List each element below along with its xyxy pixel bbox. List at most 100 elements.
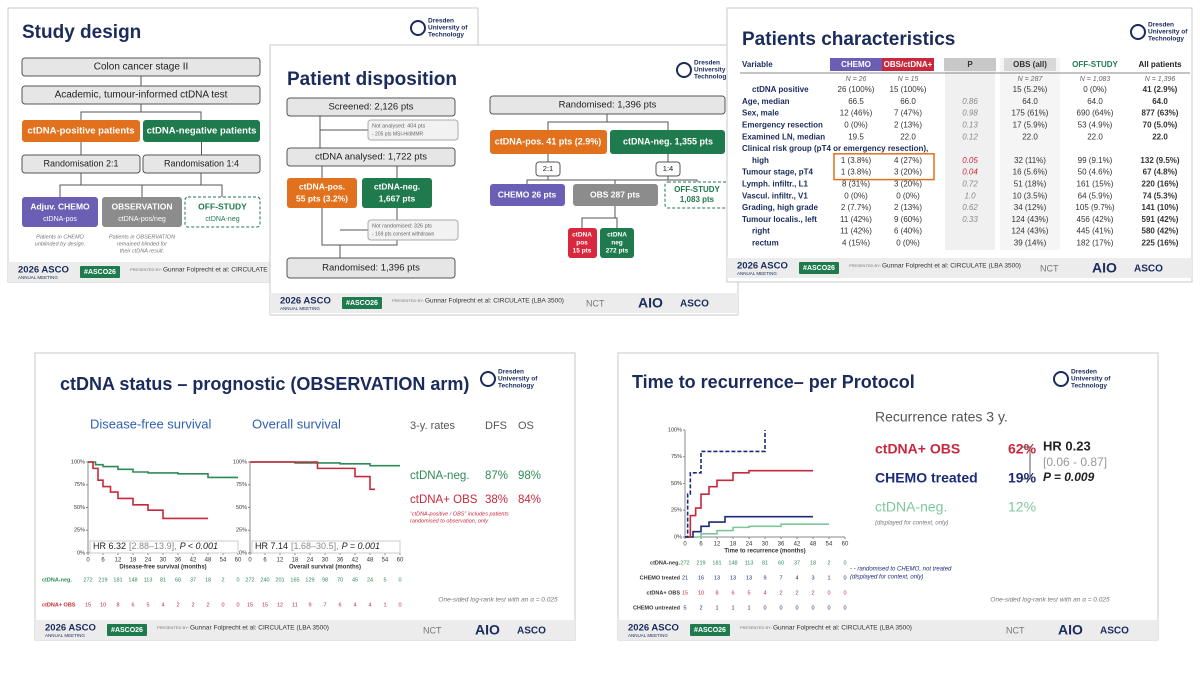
column-header-bg <box>830 58 882 71</box>
logo-text: Dresden <box>1148 22 1174 29</box>
risk-number: 60 <box>175 577 181 583</box>
cell: 456 (42%) <box>1077 215 1114 224</box>
footer-asco: ASCO <box>1100 626 1129 637</box>
y-tick-label: 75% <box>236 482 247 488</box>
hr-box <box>89 540 239 554</box>
result-label: ctDNA-neg. 1,355 pts <box>623 136 713 146</box>
row-label: right <box>752 227 770 236</box>
group-name: ctDNA+ OBS <box>410 494 478 506</box>
risk-number: 15 <box>682 590 688 596</box>
cell: 53 (4.9%) <box>1078 121 1113 130</box>
risk-label: ctDNA-neg. <box>650 560 680 566</box>
y-tick-label: 50% <box>671 481 682 487</box>
note-text: - 205 pts MSI-H/dMMR <box>372 131 424 137</box>
bracket <box>1022 446 1031 480</box>
cell: 225 (16%) <box>1142 239 1179 248</box>
footer-hashtag: #ASCO26 <box>346 300 378 307</box>
risk-number: 13 <box>730 575 736 581</box>
x-tick-label: 24 <box>746 542 753 548</box>
cell: 1 (3.8%) <box>841 168 872 177</box>
screened-box <box>286 97 456 117</box>
logo-text: Technology <box>694 74 730 81</box>
x-tick-label: 54 <box>382 558 389 564</box>
cell: 9 (60%) <box>894 215 922 224</box>
n-label: N = 1,083 <box>1080 76 1111 83</box>
cell: 0.04 <box>962 168 978 177</box>
arm-label: OBS 287 pts <box>590 189 640 199</box>
risk-number: 2 <box>699 605 702 611</box>
risk-number: 21 <box>682 575 688 581</box>
cell: 690 (64%) <box>1077 109 1114 118</box>
footer-year: 2026 ASCO <box>737 261 788 272</box>
cell: 34 (12%) <box>1014 203 1047 212</box>
column-header-bg <box>1004 58 1056 71</box>
hr-ci: [0.06 - 0.87] <box>1043 455 1107 469</box>
cell: 17 (5.9%) <box>1013 121 1048 130</box>
row-label: Lymph. infiltr., L1 <box>742 180 808 189</box>
slide-title: Patients characteristics <box>742 29 955 50</box>
hr-text: HR 0.23 <box>1043 438 1091 453</box>
cell: 16 (5.6%) <box>1013 168 1048 177</box>
row-label: Sex, male <box>742 109 779 118</box>
risk-number: 0 <box>811 605 814 611</box>
cell: 580 (42%) <box>1142 227 1179 236</box>
cell: 11 (42%) <box>840 215 872 224</box>
risk-number: 1 <box>715 605 718 611</box>
risk-number: 0 <box>236 602 239 608</box>
footer-presented-by: PRESENTED BY: <box>130 267 162 272</box>
risk-number: 81 <box>160 577 166 583</box>
x-tick-label: 30 <box>762 542 769 548</box>
footer-aio: AIO <box>1058 622 1083 638</box>
logo-text: Dresden <box>428 18 454 25</box>
cell: 445 (41%) <box>1077 227 1114 236</box>
row-label: Examined LN, median <box>742 132 825 141</box>
connector <box>667 176 698 182</box>
risk-number: 12 <box>277 602 283 608</box>
footer-meeting: ANNUAL MEETING <box>628 633 668 638</box>
randomised-box <box>286 257 456 279</box>
logo-emblem <box>676 62 692 78</box>
cell: 11 (42%) <box>840 227 872 236</box>
cell: 3 (20%) <box>894 168 922 177</box>
risk-number: 148 <box>728 560 737 566</box>
cell: 877 (63%) <box>1142 109 1179 118</box>
group-rate: 98% <box>518 470 541 482</box>
cell: 2 (7.7%) <box>841 203 872 212</box>
y-tick-label: 0% <box>77 550 85 556</box>
risk-number: 3 <box>811 575 814 581</box>
arm-name: Adjuv. CHEMO <box>30 201 90 211</box>
curve <box>685 469 813 538</box>
risk-number: 181 <box>712 560 721 566</box>
group-rate: 38% <box>485 494 508 506</box>
subgroup-label: 272 pts <box>606 248 629 255</box>
risk-number: 5 <box>383 577 386 583</box>
note: unblinded by design. <box>35 241 85 247</box>
risk-number: 10 <box>100 602 106 608</box>
logo-text: Technology <box>428 32 464 39</box>
slide-title: Study design <box>22 22 141 43</box>
cell: 0 (0%) <box>896 239 920 248</box>
cell: 66.5 <box>848 97 864 106</box>
risk-number: 113 <box>144 577 153 583</box>
x-tick-label: 54 <box>220 558 227 564</box>
hr-part: [1.68–30.5], <box>291 541 339 551</box>
cell: 39 (14%) <box>1014 239 1047 248</box>
connector <box>526 176 549 184</box>
footer <box>618 620 1158 640</box>
n-label: N = 1,396 <box>1145 76 1176 83</box>
risk-number: 165 <box>290 577 299 583</box>
risk-number: 4 <box>368 602 371 608</box>
group-rate: 87% <box>485 470 508 482</box>
footer-nct: NCT <box>1006 625 1025 635</box>
arm-label: CHEMO 26 pts <box>498 189 557 199</box>
group-name: CHEMO treated <box>875 470 978 486</box>
cell: 0 (0%) <box>844 121 868 130</box>
risk-label: ctDNA+ OBS <box>647 590 681 596</box>
arm-box <box>184 196 261 228</box>
cell: 67 (4.8%) <box>1143 168 1178 177</box>
risk-number: 272 <box>680 560 689 566</box>
risk-number: 6 <box>731 590 734 596</box>
cell: 15 (5.2%) <box>1013 85 1048 94</box>
risk-label: ctDNA-neg. <box>42 577 72 583</box>
x-tick-label: 36 <box>337 558 344 564</box>
